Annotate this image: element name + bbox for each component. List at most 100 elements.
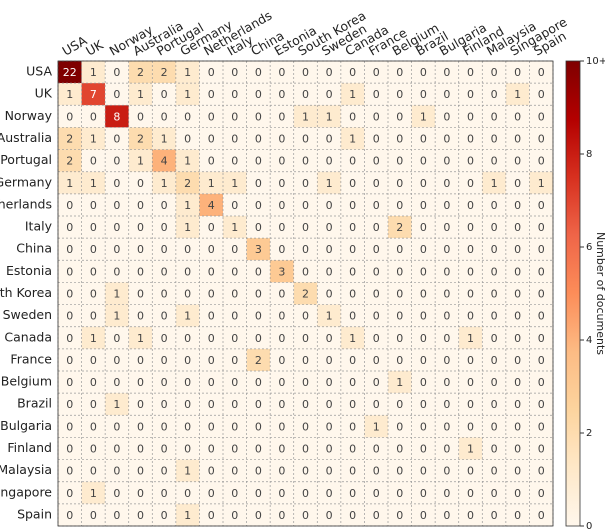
cell-label: 0: [396, 443, 403, 456]
heatmap-cell: [105, 481, 129, 504]
cell-label: 1: [184, 199, 191, 212]
heatmap-cell: [317, 393, 341, 416]
heatmap-cell: [199, 503, 223, 526]
cell-label: 0: [373, 177, 380, 190]
cell-label: 0: [514, 66, 521, 79]
heatmap-cell: [293, 61, 318, 84]
heatmap-cell: [270, 415, 294, 438]
cell-label: 0: [373, 398, 380, 411]
cell-label: 0: [113, 265, 120, 278]
heatmap-cell: [128, 193, 153, 216]
cell-label: 0: [208, 265, 215, 278]
cell-label: 0: [255, 199, 262, 212]
heatmap-cell: [435, 503, 459, 526]
heatmap-cell: [458, 171, 483, 194]
cell-label: 0: [278, 509, 285, 522]
heatmap-cell: [505, 83, 530, 106]
cell-label: 0: [514, 465, 521, 478]
heatmap-cell: [482, 105, 506, 128]
heatmap-cell: [199, 282, 223, 305]
heatmap-cell: [175, 459, 200, 482]
heatmap-cell: [246, 127, 271, 150]
heatmap-cell: [505, 304, 530, 327]
heatmap-cell: [81, 127, 106, 150]
heatmap-cell: [317, 437, 341, 460]
heatmap-cell: [175, 171, 200, 194]
cell-label: 0: [90, 199, 97, 212]
heatmap-cell: [58, 238, 82, 261]
heatmap-cell: [223, 481, 247, 504]
heatmap-cell: [458, 503, 483, 526]
cell-label: 0: [349, 509, 356, 522]
heatmap-cell: [340, 348, 365, 371]
heatmap-cell: [246, 282, 271, 305]
heatmap-cell: [246, 105, 271, 128]
heatmap-cell: [388, 304, 412, 327]
cell-label: 0: [278, 332, 285, 345]
colorbar-tick-label: 4: [586, 335, 592, 346]
heatmap-cell: [152, 171, 176, 194]
heatmap-cell: [128, 282, 153, 305]
cell-label: 0: [396, 487, 403, 500]
heatmap-cell: [223, 503, 247, 526]
heatmap-cell: [388, 459, 412, 482]
cell-label: 0: [137, 199, 144, 212]
cell-label: 0: [184, 288, 191, 301]
heatmap-cell: [175, 83, 200, 106]
heatmap-cell: [340, 459, 365, 482]
heatmap-cell: [529, 503, 553, 526]
cell-label: 1: [66, 177, 73, 190]
cell-label: 0: [420, 88, 427, 101]
cell-label: 0: [514, 354, 521, 367]
cell-label: 0: [208, 398, 215, 411]
heatmap-cell: [435, 61, 459, 84]
heatmap-cell: [482, 216, 506, 239]
heatmap-cell: [293, 171, 318, 194]
heatmap-cell: [435, 238, 459, 261]
cell-label: 0: [514, 221, 521, 234]
cell-label: 0: [66, 110, 73, 123]
cell-label: 0: [161, 221, 168, 234]
heatmap-cell: [270, 83, 294, 106]
cell-label: 0: [491, 288, 498, 301]
cell-label: 0: [467, 110, 474, 123]
cell-label: 1: [302, 110, 309, 123]
cell-label: 0: [302, 487, 309, 500]
cell-label: 0: [538, 66, 545, 79]
heatmap-cell: [340, 437, 365, 460]
heatmap-cell: [58, 282, 82, 305]
heatmap-cell: [458, 459, 483, 482]
heatmap-cell: [411, 127, 436, 150]
cell-label: 0: [161, 465, 168, 478]
heatmap-cell: [482, 437, 506, 460]
cell-label: 4: [208, 199, 215, 212]
heatmap-cell: [482, 393, 506, 416]
heatmap-cell: [529, 348, 553, 371]
heatmap-cell: [388, 437, 412, 460]
heatmap-cell: [388, 216, 412, 239]
heatmap-cell: [435, 171, 459, 194]
heatmap-cell: [529, 260, 553, 283]
cell-label: 0: [90, 465, 97, 478]
cell-label: 0: [373, 155, 380, 168]
heatmap-cell: [458, 149, 483, 172]
heatmap-cell: [364, 348, 388, 371]
cell-label: 0: [66, 310, 73, 323]
cell-label: 0: [491, 221, 498, 234]
cell-label: 0: [113, 177, 120, 190]
cell-label: 0: [349, 310, 356, 323]
cell-label: 0: [161, 288, 168, 301]
heatmap-cell: [152, 105, 176, 128]
cell-label: 0: [255, 509, 262, 522]
cell-label: 0: [302, 177, 309, 190]
heatmap-cell: [340, 238, 365, 261]
cell-label: 1: [161, 177, 168, 190]
heatmap-cell: [505, 260, 530, 283]
heatmap-cell: [152, 503, 176, 526]
cell-label: 0: [255, 88, 262, 101]
heatmap-cell: [388, 127, 412, 150]
cell-label: 0: [113, 243, 120, 256]
heatmap-cell: [529, 393, 553, 416]
cell-label: 0: [420, 487, 427, 500]
heatmap-cell: [340, 415, 365, 438]
